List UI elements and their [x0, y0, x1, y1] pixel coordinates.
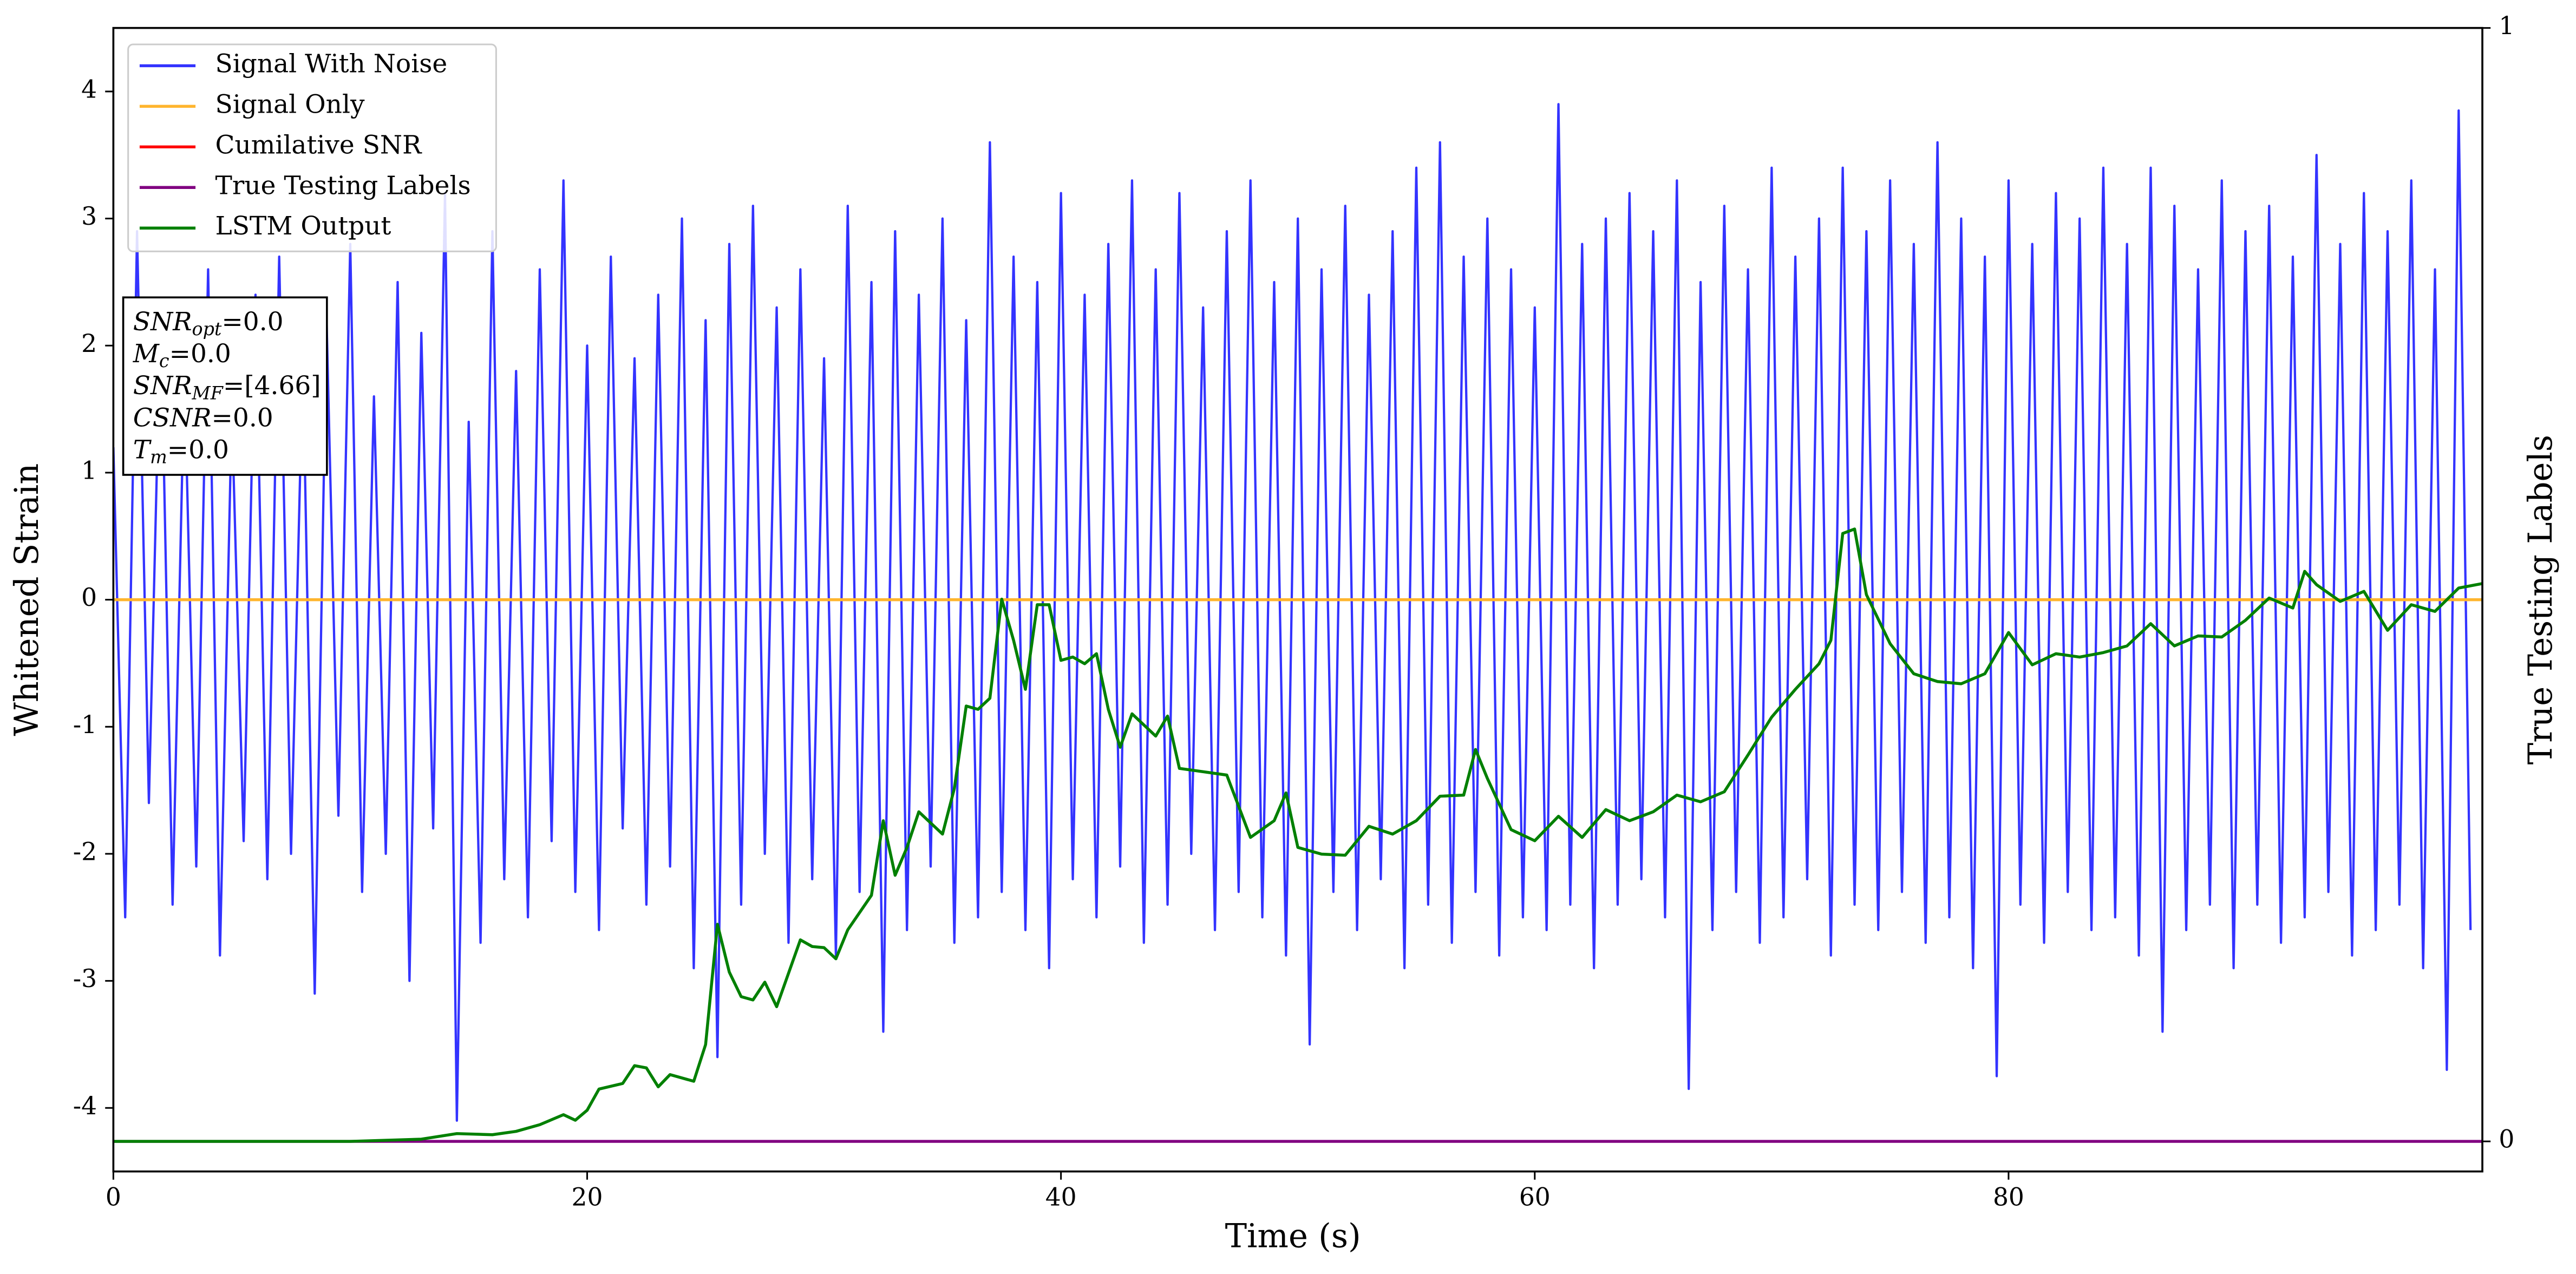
y2-tick-label: 1 [2499, 11, 2514, 40]
annotation-subscript: c [159, 350, 169, 371]
legend-label: Cumilative SNR [215, 130, 423, 160]
legend-box [127, 43, 497, 252]
y2-axis-label: True Testing Labels [2522, 435, 2560, 765]
plot-area [113, 103, 2483, 1143]
annotation-value: =0.0 [221, 307, 283, 337]
annotation-box: SNRopt=0.0Mc=0.0SNRMF=[4.66]CSNR=0.0Tm=0… [122, 296, 328, 476]
annotation-value: =[4.66] [223, 371, 321, 401]
annotation-value: =0.0 [212, 403, 273, 433]
legend-label: True Testing Labels [215, 171, 471, 200]
legend-label: Signal With Noise [215, 49, 448, 79]
y-tick-label: 4 [81, 75, 97, 103]
annotation-value: =0.0 [167, 435, 229, 465]
y-tick-label: 0 [81, 583, 97, 612]
x-axis-label: Time (s) [1225, 1218, 1361, 1256]
annotation-symbol: SNR [133, 307, 192, 337]
annotation-subscript: m [150, 447, 167, 468]
y-tick-label: 1 [81, 456, 97, 485]
x-tick-label: 20 [572, 1183, 603, 1212]
annotation-frame [122, 296, 328, 476]
y-tick-label: 2 [81, 329, 97, 358]
annotation-line: SNRopt=0.0 [133, 307, 284, 339]
x-tick-label: 80 [1993, 1183, 2024, 1212]
y-tick-label: -3 [73, 964, 97, 993]
annotation-line: Tm=0.0 [133, 435, 229, 468]
annotation-subscript: opt [192, 318, 222, 339]
annotation-line: CSNR=0.0 [133, 403, 273, 433]
annotation-symbol: SNR [133, 371, 192, 401]
y-tick-label: -2 [73, 837, 97, 866]
annotation-value: =0.0 [169, 339, 231, 369]
legend-label: Signal Only [215, 89, 365, 119]
annotation-line: SNRMF=[4.66] [133, 371, 321, 403]
y-axis-label: Whitened Strain [8, 463, 46, 736]
legend-label: LSTM Output [215, 211, 391, 241]
y-tick-label: -1 [73, 710, 97, 739]
x-tick-label: 40 [1045, 1183, 1077, 1212]
series-line [113, 103, 2472, 1122]
y2-tick-label: 0 [2499, 1125, 2514, 1154]
x-tick-label: 60 [1519, 1183, 1551, 1212]
series-line [113, 527, 2483, 1143]
annotation-symbol: CSNR [133, 403, 212, 433]
y-tick-label: 3 [81, 202, 97, 231]
x-tick-label: 0 [106, 1183, 121, 1212]
annotation-line: Mc=0.0 [133, 339, 231, 371]
legend: Signal With Noise Signal Only Cumilative S… [127, 43, 497, 252]
annotation-symbol: T [133, 435, 152, 465]
annotation-symbol: M [133, 339, 160, 369]
annotation-subscript: MF [192, 382, 224, 403]
y-tick-label: -4 [73, 1092, 97, 1120]
